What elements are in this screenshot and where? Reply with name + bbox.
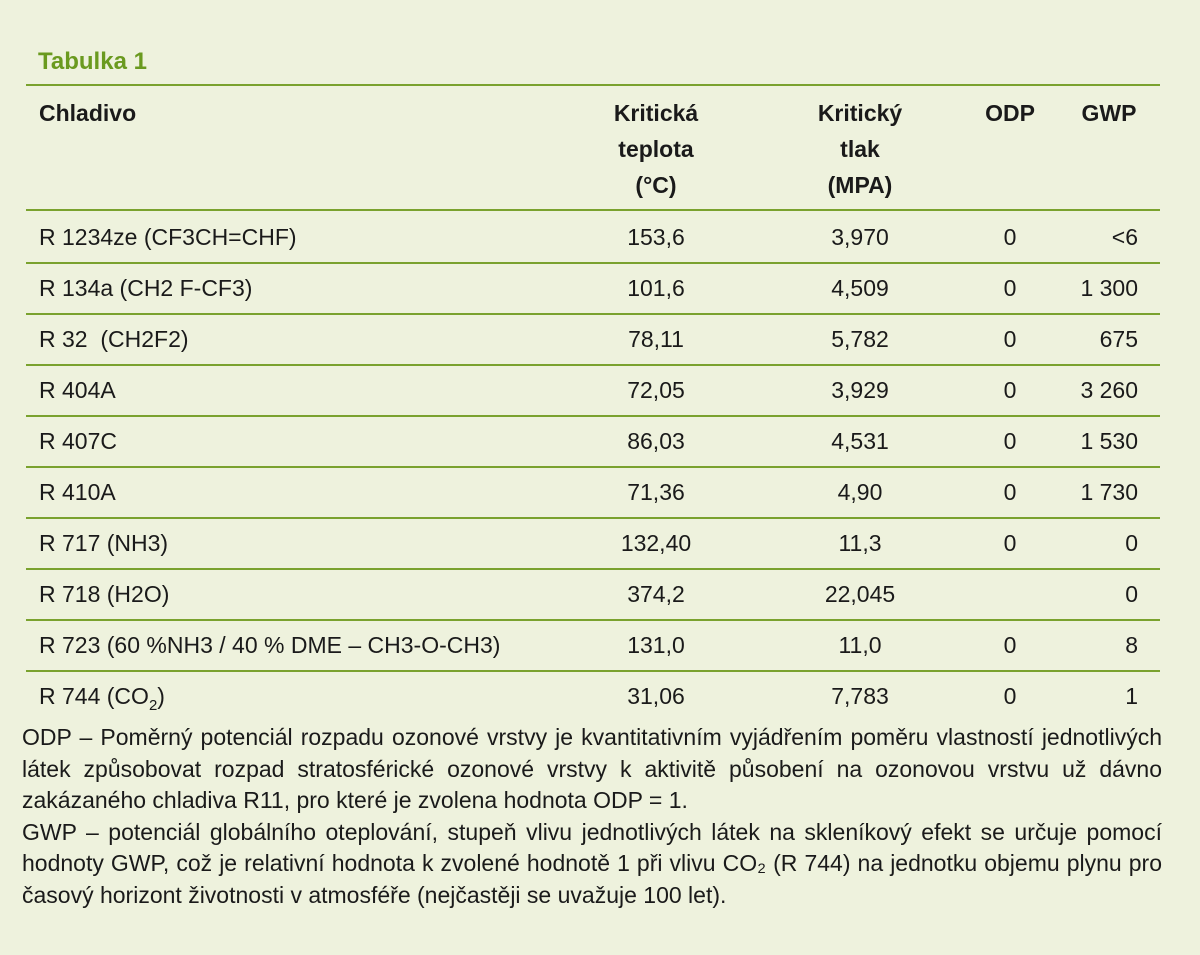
row-8-refrigerant: R 718 (H2O) [39,581,170,607]
row-2-gwp: 1 300 [1080,275,1138,301]
header-critical-pressure-line1: Kritický [817,100,903,126]
row-10-critical-temp: 31,06 [627,683,685,709]
row-8-critical-temp: 374,2 [627,581,685,607]
row-7-refrigerant: R 717 (NH3) [39,530,169,556]
note-odp: ODP – Poměrný potenciál rozpadu ozonové … [22,724,1162,813]
row-5-gwp: 1 530 [1080,428,1138,454]
row-4-gwp: 3 260 [1080,377,1138,403]
row-1-refrigerant: R 1234ze (CF3CH=CHF) [39,224,297,250]
note-gwp: GWP – potenciál globálního oteplování, s… [22,818,1162,908]
header-gwp: GWP [1081,100,1137,126]
row-10-name-suffix: ) [157,683,165,709]
header-critical-pressure-line3: (MPA) [827,172,893,198]
row-1-critical-temp: 153,6 [627,224,685,250]
row-6-critical-temp: 71,36 [627,479,685,505]
row-7-odp: 0 [1003,530,1017,556]
row-rule [26,619,1160,621]
row-8-critical-pressure: 22,045 [824,581,896,607]
header-refrigerant: Chladivo [39,100,137,126]
row-5-critical-temp: 86,03 [627,428,685,454]
row-9-gwp: 8 [1125,632,1138,658]
row-4-critical-temp: 72,05 [627,377,685,403]
row-4-refrigerant: R 404A [39,377,116,403]
row-1-gwp: <6 [1111,224,1138,250]
row-10-refrigerant: R 744 (CO2) [39,681,165,714]
row-rule [26,313,1160,315]
row-9-refrigerant: R 723 (60 %NH3 / 40 % DME – CH3-O-CH3) [39,632,501,658]
row-1-critical-pressure: 3,970 [831,224,889,250]
row-9-critical-temp: 131,0 [627,632,685,658]
header-critical-pressure-line2: tlak [840,136,880,162]
row-10-name-prefix: R 744 (CO [39,683,149,709]
row-6-odp: 0 [1003,479,1017,505]
row-3-odp: 0 [1003,326,1017,352]
header-critical-temp-line2: teplota [618,136,694,162]
row-3-critical-pressure: 5,782 [831,326,889,352]
row-10-critical-pressure: 7,783 [831,683,889,709]
row-6-refrigerant: R 410A [39,479,116,505]
row-4-odp: 0 [1003,377,1017,403]
row-rule [26,517,1160,519]
row-9-odp: 0 [1003,632,1017,658]
row-4-critical-pressure: 3,929 [831,377,889,403]
row-1-odp: 0 [1003,224,1017,250]
table-top-rule [26,84,1160,86]
row-rule [26,670,1160,672]
row-7-gwp: 0 [1125,530,1138,556]
row-rule [26,262,1160,264]
header-critical-temp-line3: (°C) [635,172,677,198]
row-rule [26,415,1160,417]
row-rule [26,466,1160,468]
table-caption: Tabulka 1 [38,48,147,75]
row-2-refrigerant: R 134a (CH2 F-CF3) [39,275,253,301]
row-10-gwp: 1 [1125,683,1138,709]
row-5-refrigerant: R 407C [39,428,117,454]
row-7-critical-pressure: 11,3 [838,530,882,556]
row-10-odp: 0 [1003,683,1017,709]
row-3-critical-temp: 78,11 [628,326,684,352]
row-10-name-subscript: 2 [148,697,158,714]
row-2-critical-temp: 101,6 [627,275,685,301]
header-odp: ODP [985,100,1035,126]
row-rule [26,568,1160,570]
row-5-critical-pressure: 4,531 [831,428,889,454]
row-rule [26,364,1160,366]
header-critical-temp-line1: Kritická [613,100,699,126]
row-2-odp: 0 [1003,275,1017,301]
row-2-critical-pressure: 4,509 [831,275,889,301]
row-3-gwp: 675 [1099,326,1138,352]
row-6-critical-pressure: 4,90 [837,479,883,505]
row-9-critical-pressure: 11,0 [838,632,882,658]
row-7-critical-temp: 132,40 [620,530,692,556]
row-6-gwp: 1 730 [1080,479,1138,505]
row-5-odp: 0 [1003,428,1017,454]
header-bottom-rule [26,209,1160,211]
row-3-refrigerant: R 32 (CH2F2) [39,326,189,352]
row-8-gwp: 0 [1125,581,1138,607]
table-notes: ODP – Poměrný potenciál rozpadu ozonové … [22,722,1162,911]
